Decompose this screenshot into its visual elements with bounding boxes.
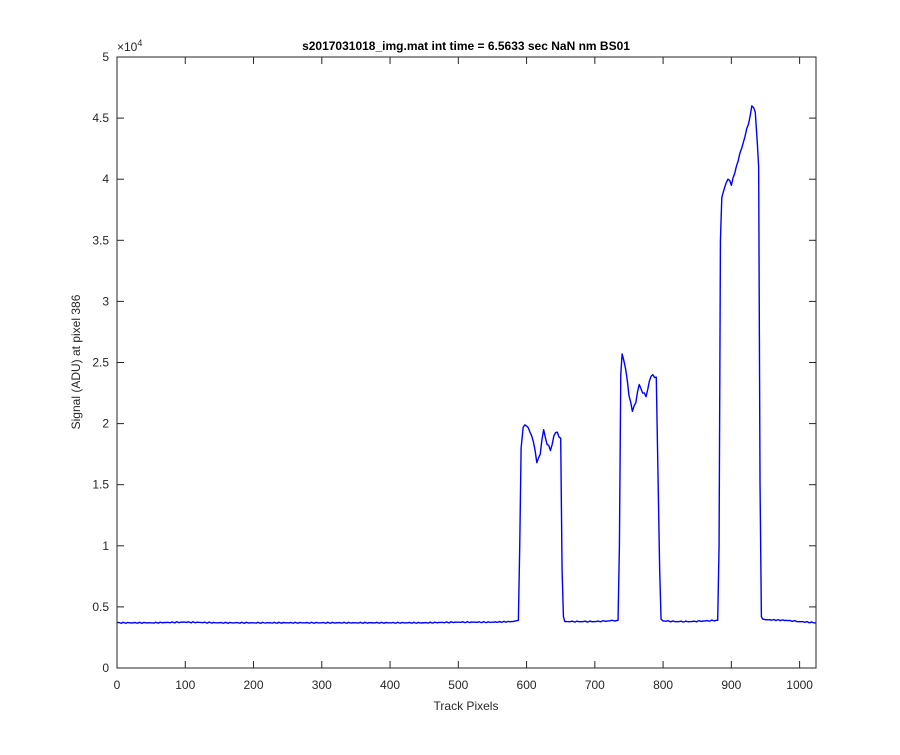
y-tick-label: 4.5 bbox=[92, 111, 109, 125]
y-tick-label: 3 bbox=[102, 294, 109, 308]
plot-area bbox=[117, 57, 816, 668]
x-tick-label: 0 bbox=[114, 678, 121, 692]
y-axis: 0 0.5 1 1.5 2 2.5 3 3.5 4 4.5 5 bbox=[92, 50, 816, 675]
x-tick-label: 400 bbox=[380, 678, 400, 692]
y-tick-label: 0.5 bbox=[92, 600, 109, 614]
x-tick-label: 800 bbox=[653, 678, 673, 692]
x-tick-label: 600 bbox=[517, 678, 537, 692]
x-axis-label: Track Pixels bbox=[434, 699, 499, 713]
y-tick-label: 0 bbox=[102, 661, 109, 675]
y-axis-label: Signal (ADU) at pixel 386 bbox=[69, 294, 83, 429]
x-tick-label: 300 bbox=[312, 678, 332, 692]
series-layer bbox=[116, 105, 817, 624]
y-exponent-power: 4 bbox=[137, 38, 142, 48]
x-tick-label: 700 bbox=[585, 678, 605, 692]
y-exponent-base: ×10 bbox=[117, 40, 138, 54]
y-tick-label: 1.5 bbox=[92, 478, 109, 492]
x-tick-label: 500 bbox=[448, 678, 468, 692]
chart-title: s2017031018_img.mat int time = 6.5633 se… bbox=[302, 39, 630, 53]
y-tick-label: 3.5 bbox=[92, 233, 109, 247]
x-tick-label: 200 bbox=[244, 678, 264, 692]
series-line bbox=[116, 105, 817, 624]
y-tick-label: 2 bbox=[102, 417, 109, 431]
y-tick-label: 2.5 bbox=[92, 356, 109, 370]
y-tick-label: 4 bbox=[102, 172, 109, 186]
x-tick-label: 100 bbox=[175, 678, 195, 692]
y-exponent-label: ×104 bbox=[117, 38, 142, 54]
y-tick-label: 5 bbox=[102, 50, 109, 64]
x-tick-label: 1000 bbox=[786, 678, 813, 692]
x-axis: 0 100 200 300 400 500 600 700 800 900 1000 bbox=[114, 57, 813, 692]
x-tick-label: 900 bbox=[721, 678, 741, 692]
y-tick-label: 1 bbox=[102, 539, 109, 553]
